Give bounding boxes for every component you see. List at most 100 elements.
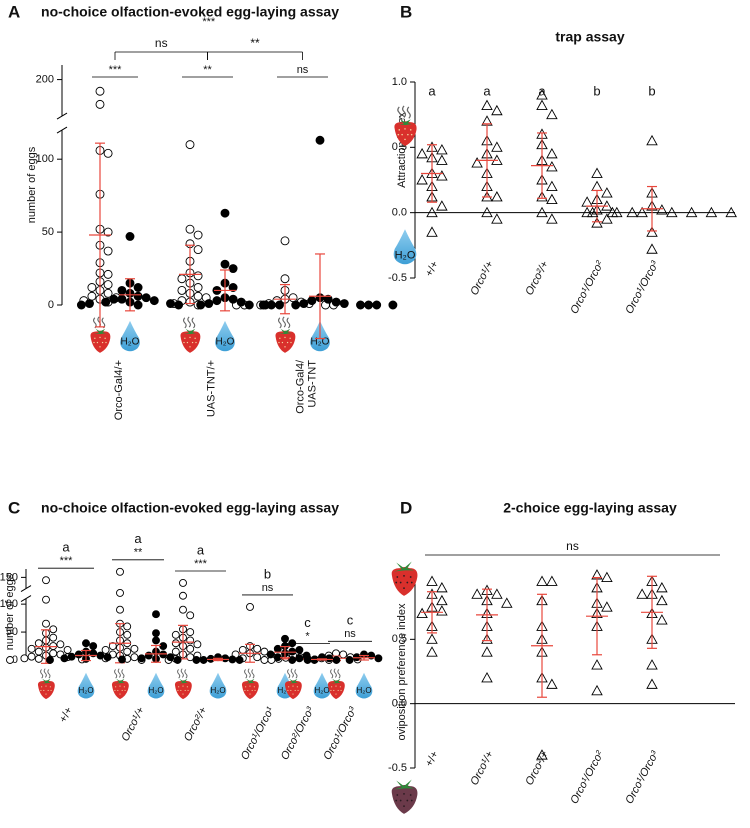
x-tick-label: Orco¹/Orco² [568,259,606,316]
data-point [125,232,135,241]
data-point [685,206,698,218]
data-point [173,656,182,664]
data-point [356,300,365,310]
data-point [426,226,438,237]
y-tick-label: -0.5 [388,272,407,284]
data-point [49,633,58,642]
data-point [646,243,658,254]
data-point [536,89,548,100]
x-tick-label: Orco¹/Orco¹ [239,705,277,762]
x-tick-label: Orco¹/+ [468,749,496,788]
data-point [74,650,83,659]
data-point [491,213,503,224]
data-point [646,134,658,146]
x-tick-label: Orco¹/+ [119,705,147,744]
y-tick-label: 0 [12,654,18,666]
data-point [288,656,297,664]
group-letter: c [347,613,354,628]
axis-break [56,112,68,120]
data-point [196,300,206,310]
data-point [315,135,325,145]
data-point [481,206,493,218]
data-point [253,653,262,662]
data-point [646,678,658,689]
data-point [591,217,603,228]
odor-icon [111,668,130,700]
data-point [60,654,69,663]
x-tick-label: Orco¹/Orco³ [623,749,661,806]
data-point [299,299,309,308]
data-point [491,141,503,152]
data-point [89,642,98,650]
data-point [220,208,230,218]
data-point [491,588,503,599]
data-point [20,654,29,663]
data-point [339,650,348,659]
data-point [481,672,493,683]
data-point [87,291,97,301]
data-point [436,170,448,181]
y-tick-label: -0.5 [388,762,407,774]
data-point [123,647,132,656]
data-point [601,213,613,224]
data-point [95,99,105,109]
data-point [228,655,237,664]
data-point [193,230,203,240]
data-point [103,148,113,158]
group-letter: b [264,566,271,581]
panel-label: C [8,498,20,517]
data-point [331,297,341,307]
x-tick-label: Orco¹/Orco² [568,749,606,806]
data-point [49,649,58,658]
data-point [636,588,648,599]
data-point [339,299,349,308]
data-point [133,291,143,301]
data-point [345,656,354,664]
data-point [591,180,603,191]
data-point [266,650,275,659]
axis-break [20,595,32,602]
y-tick-label: 100 [36,153,54,165]
data-point [436,200,448,211]
data-point [116,605,124,614]
data-point [426,575,438,586]
significance-label: ns [155,36,168,50]
panel-label: D [400,498,412,517]
data-point [34,647,43,656]
data-point [193,640,202,649]
x-tick-label: Orco²/Orco³ [279,705,317,762]
water-label: H₂O [121,337,140,348]
data-point [103,269,113,279]
water-label: H₂O [148,686,163,695]
x-tick-label: Orco¹/+ [468,259,496,298]
data-point [27,644,36,653]
data-point [6,656,14,664]
significance-label: ns [297,64,309,76]
data-point [141,293,151,303]
significance-label: ns [262,582,274,594]
data-point [204,299,214,308]
data-point [123,622,132,631]
data-point [186,644,195,653]
data-point [436,581,448,593]
data-point [109,294,119,304]
data-point [536,206,548,218]
y-tick-label: 150 [0,571,18,583]
y-axis-label: number of eggs [4,573,16,650]
data-point [426,206,438,218]
chart-title: 2-choice egg-laying assay [503,500,677,516]
data-point [166,653,175,662]
data-point [220,259,230,269]
chart-title: no-choice olfaction-evoked egg-laying as… [41,4,339,20]
data-point [436,605,448,616]
odor-icon [241,668,260,700]
data-point [42,576,50,585]
data-point [166,299,175,308]
data-point [133,283,143,292]
data-point [601,187,613,198]
x-tick-label: Orco²/+ [182,705,210,744]
x-tick-label: +/+ [57,705,75,725]
data-point [103,653,112,662]
data-point [103,227,113,237]
